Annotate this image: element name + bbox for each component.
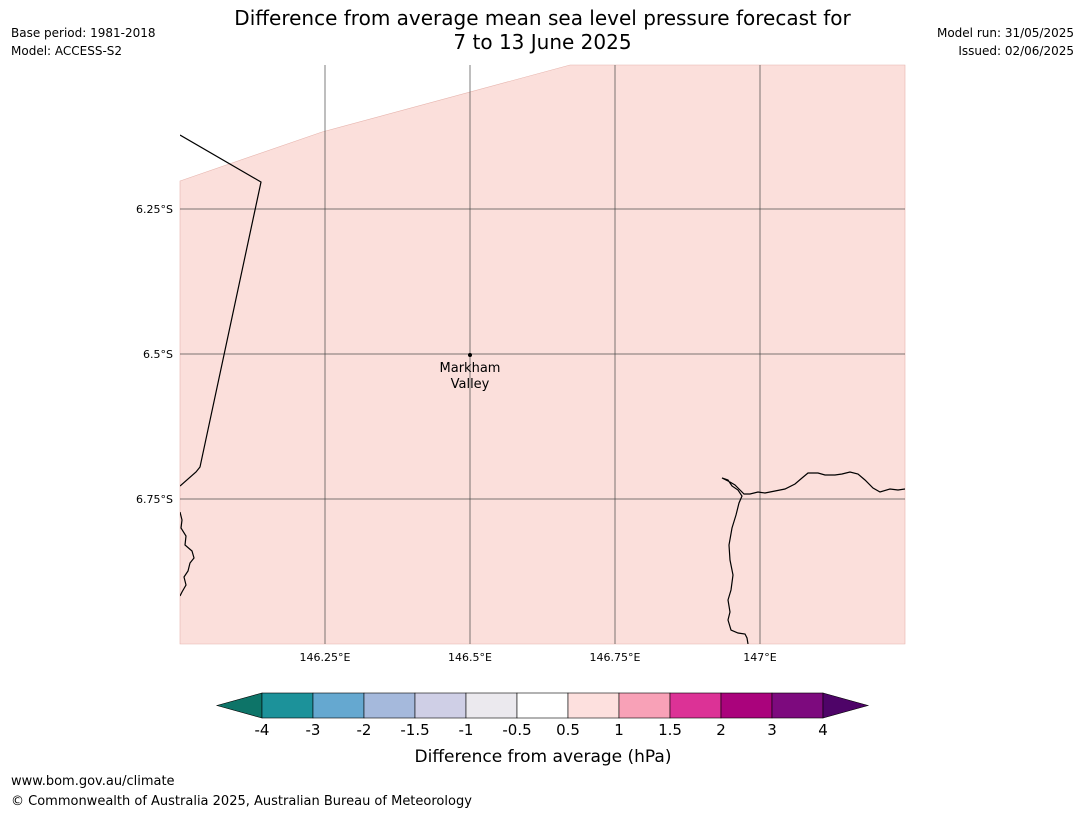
lat-label: 6.5°S bbox=[143, 348, 173, 361]
website-url: www.bom.gov.au/climate bbox=[11, 774, 175, 789]
lat-label: 6.75°S bbox=[136, 493, 173, 506]
base-period-text: Base period: 1981-2018 bbox=[11, 26, 156, 40]
colorbar-segment bbox=[771, 692, 824, 719]
colorbar-extension-high bbox=[822, 692, 870, 719]
colorbar-label: Difference from average (hPa) bbox=[415, 747, 672, 767]
colorbar-tick-label: -2 bbox=[357, 721, 372, 739]
longitude-labels: 146.25°E 146.5°E 146.75°E 147°E bbox=[300, 651, 777, 664]
colorbar-tick-label: -4 bbox=[255, 721, 270, 739]
colorbar-segment bbox=[414, 692, 467, 719]
forecast-info-right: Model run: 31/05/2025 Issued: 02/06/2025 bbox=[937, 24, 1074, 60]
colorbar-tick-label: -1 bbox=[459, 721, 474, 739]
place-label-line-1: Markham bbox=[440, 361, 501, 376]
colorbar-tick-label: 1 bbox=[614, 721, 624, 739]
colorbar-tick-label: 1.5 bbox=[658, 721, 682, 739]
colorbar-tick-label: 2 bbox=[716, 721, 726, 739]
colorbar-segment bbox=[567, 692, 620, 719]
lon-label: 146.5°E bbox=[448, 651, 492, 664]
colorbar-extension-low bbox=[215, 692, 263, 719]
place-label-line-2: Valley bbox=[451, 377, 490, 392]
colorbar-segment bbox=[312, 692, 365, 719]
colorbar-segment bbox=[618, 692, 671, 719]
colorbar: -4 -3 -2 -1.5 -1 -0.5 0.5 1 1.5 2 3 4 bbox=[215, 692, 870, 739]
markham-valley-marker bbox=[468, 353, 472, 357]
colorbar-segment bbox=[261, 692, 314, 719]
latitude-labels: 6.25°S 6.5°S 6.75°S bbox=[136, 203, 173, 506]
lat-label: 6.25°S bbox=[136, 203, 173, 216]
colorbar-segment bbox=[465, 692, 518, 719]
map-title: Difference from average mean sea level p… bbox=[190, 6, 895, 54]
border-line bbox=[180, 134, 262, 487]
colorbar-segment bbox=[669, 692, 722, 719]
issued-text: Issued: 02/06/2025 bbox=[958, 44, 1074, 58]
colorbar-segment bbox=[720, 692, 773, 719]
lon-label: 147°E bbox=[743, 651, 776, 664]
model-run-text: Model run: 31/05/2025 bbox=[936, 26, 1074, 40]
title-line-2: 7 to 13 June 2025 bbox=[453, 30, 632, 54]
colorbar-tick-label: -1.5 bbox=[400, 721, 429, 739]
colorbar-tick-label: -0.5 bbox=[502, 721, 531, 739]
colorbar-segment bbox=[516, 692, 569, 719]
title-line-1: Difference from average mean sea level p… bbox=[234, 6, 851, 30]
colorbar-tick-label: 3 bbox=[767, 721, 777, 739]
colorbar-tick-label: 4 bbox=[818, 721, 828, 739]
coastline-east bbox=[721, 471, 905, 644]
coastline-west bbox=[180, 511, 195, 597]
copyright-text: © Commonwealth of Australia 2025, Austra… bbox=[11, 794, 472, 809]
colorbar-tick-label: -3 bbox=[306, 721, 321, 739]
forecast-info-left: Base period: 1981-2018 Model: ACCESS-S2 bbox=[11, 24, 156, 60]
lon-label: 146.75°E bbox=[590, 651, 641, 664]
model-text: Model: ACCESS-S2 bbox=[11, 44, 123, 58]
graticule bbox=[180, 65, 905, 644]
lon-label: 146.25°E bbox=[300, 651, 351, 664]
colorbar-segment bbox=[363, 692, 416, 719]
colorbar-tick-label: 0.5 bbox=[556, 721, 580, 739]
